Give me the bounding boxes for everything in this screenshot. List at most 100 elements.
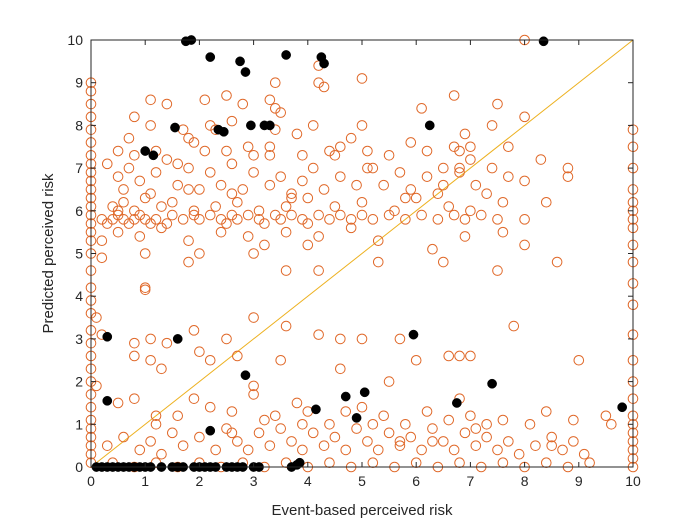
open-point-294: [248, 389, 259, 400]
open-point-336: [383, 427, 395, 439]
open-point-148: [302, 192, 314, 204]
open-point-234: [356, 73, 368, 84]
open-point-162: [215, 226, 227, 238]
open-point-340: [427, 423, 438, 434]
filled-point-16: [265, 120, 275, 131]
open-point-307: [497, 414, 509, 426]
open-point-286: [91, 380, 102, 392]
open-point-293: [226, 406, 238, 417]
x-axis-ticks: 0 1 2 3 4 5 6 7 8 9 10: [87, 40, 641, 489]
open-point-278: [232, 350, 243, 362]
open-point-295: [269, 410, 281, 422]
open-point-303: [443, 414, 455, 426]
open-point-330: [318, 440, 330, 451]
open-point-163: [242, 231, 254, 242]
open-point-364: [324, 457, 335, 469]
open-point-328: [297, 444, 308, 456]
open-point-351: [557, 444, 568, 456]
open-point-159: [134, 231, 146, 242]
open-point-182: [264, 149, 276, 161]
open-point-236: [492, 98, 503, 110]
y-tick-label-9: 9: [75, 75, 83, 91]
x-tick-label-5: 5: [358, 473, 366, 489]
open-point-222: [183, 132, 194, 144]
open-point-146: [253, 205, 265, 217]
open-point-315: [145, 436, 156, 447]
open-point-229: [264, 94, 276, 106]
open-point-326: [275, 423, 287, 434]
open-point-298: [340, 406, 352, 417]
open-point-284: [454, 350, 465, 362]
open-point-316: [156, 448, 167, 460]
open-point-104: [118, 184, 129, 195]
open-point-223: [204, 120, 216, 131]
filled-point-27: [311, 404, 321, 415]
open-point-219: [367, 162, 379, 174]
open-point-272: [508, 320, 520, 332]
open-point-180: [226, 115, 238, 127]
open-point-252: [139, 284, 151, 296]
open-point-257: [91, 312, 102, 323]
filled-point-19: [172, 334, 183, 344]
filled-point-25: [102, 395, 113, 406]
open-point-89: [335, 209, 346, 221]
open-point-379: [297, 419, 308, 430]
open-point-193: [486, 120, 498, 131]
filled-point-20: [408, 329, 419, 340]
open-point-113: [204, 167, 216, 178]
open-point-277: [204, 354, 216, 366]
open-point-287: [112, 397, 124, 409]
x-tick-label-3: 3: [250, 473, 258, 489]
open-point-225: [335, 141, 346, 153]
open-point-68: [150, 214, 162, 225]
open-point-97: [448, 209, 460, 221]
open-point-384: [546, 440, 558, 451]
open-point-149: [329, 201, 341, 212]
open-point-151: [389, 205, 400, 217]
open-point-126: [362, 162, 373, 174]
open-point-212: [400, 192, 411, 204]
open-point-175: [161, 98, 173, 110]
open-point-285: [573, 354, 585, 366]
open-point-247: [313, 265, 324, 276]
open-point-255: [562, 171, 574, 182]
open-point-260: [145, 333, 156, 345]
open-point-368: [410, 457, 422, 469]
x-tick-label-7: 7: [467, 473, 475, 489]
x-tick-label-1: 1: [141, 473, 149, 489]
open-point-327: [286, 436, 297, 447]
open-point-243: [96, 252, 108, 264]
open-point-187: [356, 120, 368, 131]
open-point-270: [443, 350, 455, 362]
open-point-248: [438, 256, 449, 268]
open-point-211: [286, 192, 297, 204]
open-point-262: [188, 325, 200, 336]
filled-point-59: [294, 457, 305, 468]
filled-point-3: [235, 56, 245, 67]
open-point-210: [226, 188, 238, 200]
open-point-333: [351, 423, 362, 434]
open-point-207: [454, 162, 465, 174]
open-point-281: [335, 363, 346, 375]
open-point-169: [427, 243, 438, 255]
filled-point-9: [170, 122, 180, 133]
open-point-314: [134, 444, 146, 456]
open-point-116: [237, 184, 249, 195]
open-point-98: [459, 214, 471, 225]
open-point-164: [259, 239, 270, 251]
open-point-282: [383, 376, 395, 387]
open-circle-series: [85, 34, 639, 473]
open-point-202: [264, 141, 276, 153]
filled-point-24: [340, 391, 351, 402]
y-tick-label-6: 6: [75, 203, 83, 219]
open-point-215: [123, 132, 135, 144]
open-point-231: [269, 103, 281, 114]
open-point-274: [145, 354, 156, 366]
open-point-377: [150, 419, 162, 430]
open-point-174: [145, 94, 156, 106]
open-point-218: [345, 132, 357, 144]
open-point-190: [416, 103, 427, 114]
open-point-370: [454, 457, 465, 469]
open-point-380: [356, 401, 368, 413]
open-point-250: [372, 256, 384, 268]
